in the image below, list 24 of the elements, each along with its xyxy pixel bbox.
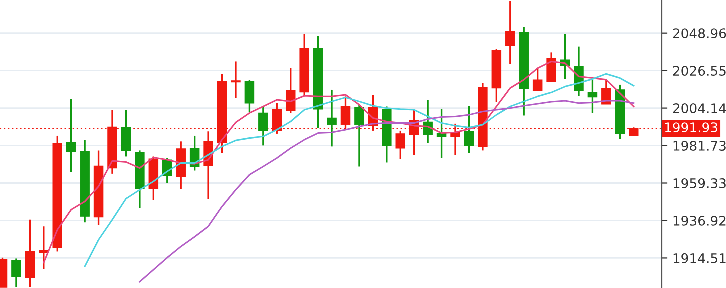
- candlestick: [258, 106, 268, 147]
- candlestick: [588, 79, 598, 114]
- y-tick-label: 2026.55: [673, 66, 726, 76]
- candlestick: [423, 99, 433, 144]
- candlestick: [12, 258, 22, 288]
- y-tick-label: 1914.51: [674, 253, 726, 264]
- candlestick: [602, 78, 612, 106]
- y-tick-label: 1959.33: [674, 178, 726, 188]
- candlestick: [327, 89, 337, 148]
- candlestick: [532, 68, 543, 92]
- y-tick-label: 1981.73: [674, 141, 726, 151]
- candlestick: [464, 105, 474, 154]
- candlestick: [286, 68, 296, 114]
- candlestick: [546, 52, 556, 83]
- candlestick: [231, 60, 241, 100]
- candlestick: [121, 109, 132, 158]
- candlestick: [506, 0, 516, 66]
- y-tick-label: 1936.92: [674, 216, 726, 226]
- candlestick: [354, 104, 364, 168]
- y-tick-label: 2048.96: [673, 28, 726, 39]
- candlestick: [66, 98, 76, 174]
- y-tick-label: 2004.14: [673, 104, 726, 114]
- ref-line-label: 1991.93: [665, 122, 718, 133]
- candlestick: [244, 79, 255, 114]
